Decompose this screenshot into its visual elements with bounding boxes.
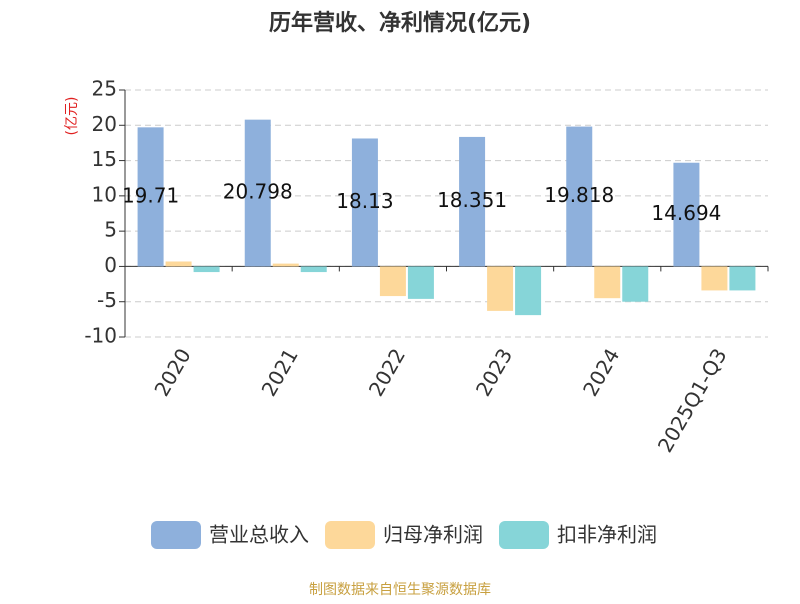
bar [407, 266, 434, 299]
bar [459, 136, 486, 267]
bar [165, 261, 192, 267]
data-label: 18.13 [336, 189, 393, 213]
y-tick-label: 15 [92, 147, 117, 171]
legend-swatch [151, 521, 201, 549]
data-label: 19.818 [544, 183, 614, 207]
legend-swatch [325, 521, 375, 549]
y-tick-label: 10 [92, 182, 117, 206]
bar [515, 266, 542, 316]
y-tick-label: 25 [92, 77, 117, 101]
x-tick-label: 2025Q1-Q3 [653, 344, 732, 456]
bar [594, 266, 621, 299]
legend-label: 扣非净利润 [557, 523, 657, 547]
x-tick-label: 2021 [257, 344, 303, 400]
x-tick-label: 2024 [578, 344, 624, 400]
x-tick-label: 2020 [149, 344, 195, 400]
legend-swatch [499, 521, 549, 549]
y-axis-unit: (亿元) [64, 97, 80, 136]
y-tick-label: -5 [97, 288, 117, 312]
y-tick-label: 5 [104, 218, 117, 242]
bar [272, 263, 299, 267]
legend-label: 营业总收入 [209, 523, 309, 547]
bar [379, 266, 406, 297]
bar [701, 266, 728, 291]
legend-label: 归母净利润 [383, 523, 483, 547]
bar [244, 119, 271, 267]
bar [351, 138, 378, 267]
bar [622, 266, 649, 302]
y-tick-label: 0 [104, 253, 117, 277]
x-tick-label: 2023 [471, 344, 517, 400]
x-tick-label: 2022 [364, 344, 410, 400]
y-tick-label: 20 [92, 112, 117, 136]
data-label: 18.351 [437, 188, 507, 212]
bar [193, 266, 220, 273]
bar [487, 266, 514, 311]
data-label: 20.798 [223, 180, 293, 204]
y-tick-label: -10 [84, 324, 117, 348]
bar [300, 266, 327, 273]
data-label: 19.71 [122, 183, 179, 207]
data-label: 14.694 [651, 201, 721, 225]
bar [137, 127, 164, 267]
chart-title: 历年营收、净利情况(亿元) [269, 10, 531, 36]
bar [729, 266, 756, 291]
bar [673, 162, 700, 267]
source-note: 制图数据来自恒生聚源数据库 [309, 582, 491, 598]
bar [566, 126, 593, 267]
